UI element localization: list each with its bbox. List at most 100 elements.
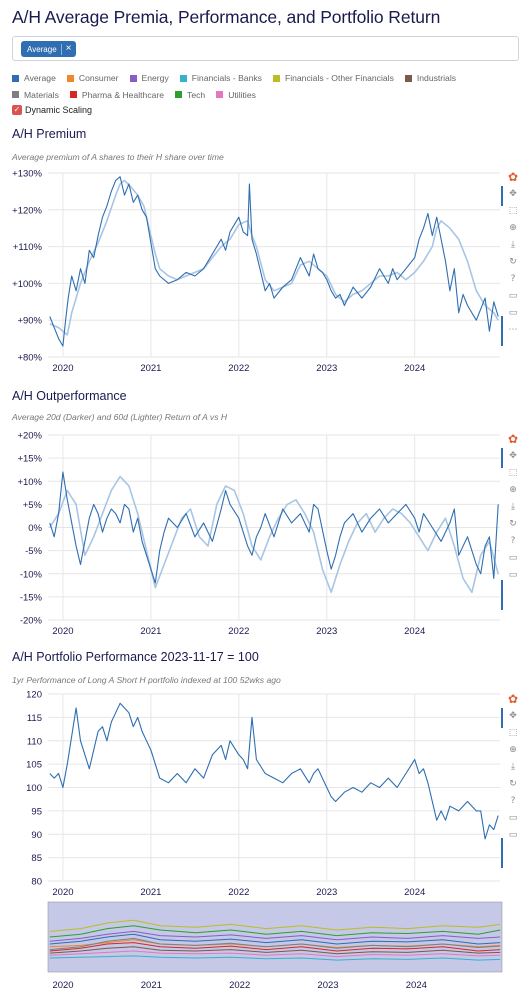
x-tick-label: 2024 xyxy=(406,980,427,991)
premium-chart-title: A/H Premium xyxy=(12,127,87,141)
legend-item[interactable]: Materials xyxy=(12,87,59,103)
x-tick-label: 2020 xyxy=(52,887,73,898)
legend-label: Utilities xyxy=(228,89,256,100)
comment-icon[interactable]: ▭ xyxy=(508,290,518,301)
pan-icon[interactable]: ✥ xyxy=(509,450,517,461)
zoom-icon[interactable]: ⬚ xyxy=(508,467,518,478)
y-tick-label: 85 xyxy=(31,853,42,864)
comment-alt-icon[interactable]: ▭ xyxy=(508,569,518,580)
toolbar-active-marker xyxy=(501,580,503,610)
download-icon[interactable]: ⤓ xyxy=(511,761,515,772)
navigator-series-line xyxy=(49,942,501,952)
premium-chart[interactable]: +130% +120% +110% +100% +90% +80% 2020 2021 2022… xyxy=(0,165,500,375)
help-icon[interactable]: ? xyxy=(510,273,516,284)
comment-icon[interactable]: ▭ xyxy=(508,552,518,563)
navigator-series-line xyxy=(49,955,501,961)
zoom-in-icon[interactable]: ⊕ xyxy=(509,484,517,495)
zoom-in-icon[interactable]: ⊕ xyxy=(509,222,517,233)
legend-label: Financials - Banks xyxy=(191,73,262,83)
series-line-dark xyxy=(49,702,499,840)
legend-swatch xyxy=(404,74,412,82)
navigator-series-line xyxy=(49,937,501,951)
more-icon[interactable]: ⋯ xyxy=(508,324,518,335)
legend-item[interactable]: Financials - Other Financials xyxy=(272,70,394,86)
x-tick-label: 2020 xyxy=(52,980,73,991)
x-tick-label: 2022 xyxy=(229,980,250,991)
reset-icon[interactable]: ↻ xyxy=(509,778,517,789)
legend-item[interactable]: Tech xyxy=(175,87,205,103)
comment-alt-icon[interactable]: ▭ xyxy=(508,829,518,840)
legend-label: Average xyxy=(24,73,56,83)
legend-item[interactable]: Industrials xyxy=(404,70,457,86)
help-icon[interactable]: ? xyxy=(510,795,516,806)
y-tick-label: +90% xyxy=(17,316,42,327)
chip-divider xyxy=(60,43,62,55)
help-icon[interactable]: ? xyxy=(510,535,516,546)
page-title: A/H Average Premia, Performance, and Por… xyxy=(12,7,441,27)
legend-label: Financials - Other Financials xyxy=(284,73,394,83)
zoom-in-icon[interactable]: ⊕ xyxy=(509,744,517,755)
logo-icon[interactable]: ✿ xyxy=(507,431,519,446)
close-icon[interactable]: × xyxy=(65,43,72,54)
filter-multiselect[interactable]: Average × xyxy=(12,36,519,61)
x-tick-label: 2022 xyxy=(228,887,249,898)
legend-label: Industrials xyxy=(416,73,457,83)
reset-icon[interactable]: ↻ xyxy=(509,518,517,529)
zoom-icon[interactable]: ⬚ xyxy=(508,727,518,738)
logo-icon[interactable]: ✿ xyxy=(507,691,519,706)
comment-alt-icon[interactable]: ▭ xyxy=(508,307,518,318)
dynamic-scaling-checkbox[interactable]: ✓ Dynamic Scaling xyxy=(12,105,92,115)
y-tick-label: +80% xyxy=(17,353,42,364)
toolbar-active-marker xyxy=(501,186,503,206)
y-tick-label: 90 xyxy=(31,830,42,841)
legend-label: Consumer xyxy=(78,73,119,83)
legend-item[interactable]: Pharma & Healthcare xyxy=(69,87,165,103)
outperformance-chart[interactable]: +20% +15% +10% +5% 0% -5% -10% -15% -20% 2020 2021… xyxy=(0,427,500,642)
x-tick-label: 2021 xyxy=(140,887,161,898)
series-line-dark xyxy=(49,176,499,347)
legend-label: Tech xyxy=(187,89,206,100)
y-tick-label: -10% xyxy=(20,569,43,580)
logo-icon[interactable]: ✿ xyxy=(507,169,519,184)
y-tick-label: +20% xyxy=(17,431,42,442)
comment-icon[interactable]: ▭ xyxy=(508,812,518,823)
x-tick-label: 2023 xyxy=(316,887,337,898)
y-tick-label: 105 xyxy=(26,760,42,771)
x-tick-label: 2021 xyxy=(140,363,161,374)
navigator-series-line xyxy=(49,946,501,955)
reset-icon[interactable]: ↻ xyxy=(509,256,517,267)
pan-icon[interactable]: ✥ xyxy=(509,188,517,199)
y-tick-label: -20% xyxy=(20,616,43,627)
y-tick-label: 0% xyxy=(28,523,42,534)
x-tick-label: 2023 xyxy=(316,626,337,637)
pan-icon[interactable]: ✥ xyxy=(509,710,517,721)
y-tick-label: 95 xyxy=(31,806,42,817)
portfolio-chart-subtitle: 1yr Performance of Long A Short H portfo… xyxy=(12,675,281,685)
download-icon[interactable]: ⤓ xyxy=(511,239,515,250)
x-tick-label: 2024 xyxy=(404,363,425,374)
checkbox-checked-icon[interactable]: ✓ xyxy=(12,105,22,115)
download-icon[interactable]: ⤓ xyxy=(511,501,515,512)
navigator-series-line xyxy=(49,930,501,942)
filter-chip-label: Average xyxy=(27,44,57,54)
zoom-icon[interactable]: ⬚ xyxy=(508,205,518,216)
portfolio-chart[interactable]: 120 115 110 105 100 95 90 85 80 2020 2021 2022 2023 2… xyxy=(0,686,500,901)
legend-label: Pharma & Healthcare xyxy=(81,89,165,100)
filter-chip-average[interactable]: Average × xyxy=(21,41,76,57)
legend-item[interactable]: Average xyxy=(12,70,56,86)
legend-item[interactable]: Utilities xyxy=(216,87,256,103)
legend: Average Consumer Energy Financials - Banks F… xyxy=(12,70,522,103)
y-tick-label: +130% xyxy=(12,169,42,180)
navigator-selection[interactable] xyxy=(47,901,503,973)
legend-swatch xyxy=(179,74,187,82)
legend-item[interactable]: Consumer xyxy=(66,70,119,86)
y-tick-label: +10% xyxy=(17,477,42,488)
legend-swatch xyxy=(175,91,183,98)
x-tick-label: 2024 xyxy=(404,887,425,898)
range-navigator[interactable]: 2020 2021 2022 2023 2024 xyxy=(0,898,510,998)
y-tick-label: -15% xyxy=(20,592,43,603)
x-tick-label: 2024 xyxy=(404,626,425,637)
y-tick-label: +120% xyxy=(12,205,42,216)
legend-item[interactable]: Financials - Banks xyxy=(179,70,262,86)
legend-item[interactable]: Energy xyxy=(129,70,169,86)
